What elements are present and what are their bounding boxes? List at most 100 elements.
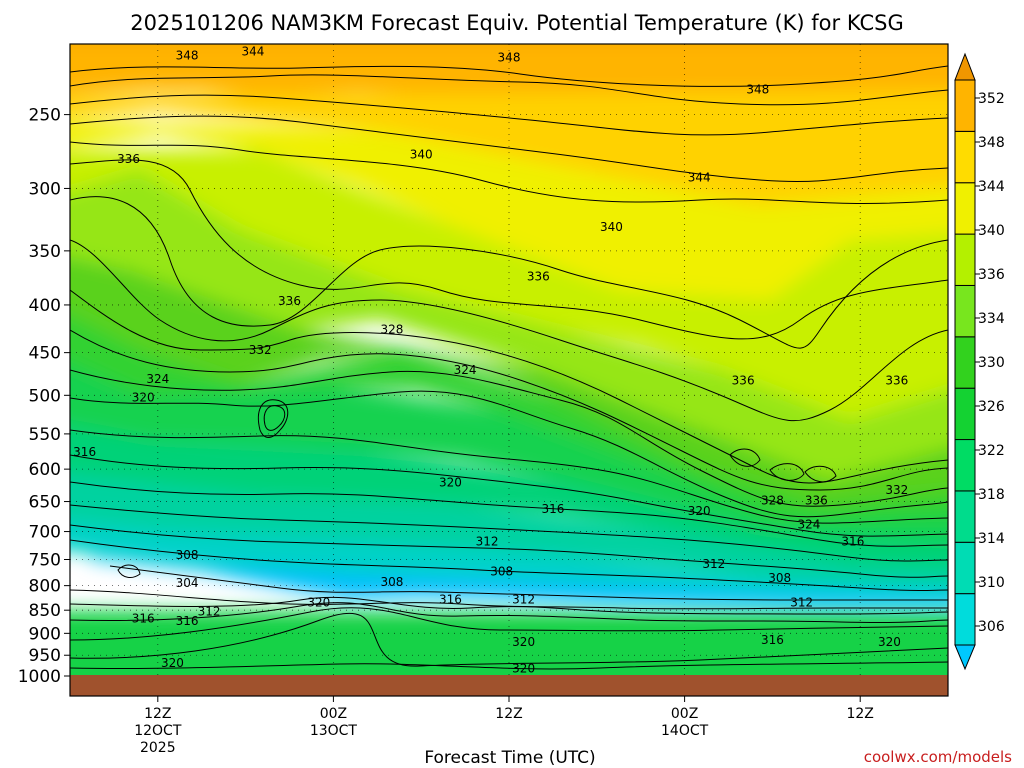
contour-label: 316 (439, 593, 462, 607)
x-tick-label: 12Z (144, 706, 171, 722)
colorbar-label: 330 (978, 355, 1005, 371)
band-334 (70, 170, 948, 480)
colorbar-label: 334 (978, 311, 1005, 327)
contour-line (70, 369, 948, 507)
contour-label: 328 (380, 322, 403, 336)
contour-line (263, 405, 286, 431)
colorbar-label: 344 (978, 179, 1005, 195)
contour-label: 336 (117, 152, 140, 166)
contour-label: 312 (702, 557, 725, 571)
contour-line (804, 465, 837, 483)
y-tick-label: 650 (29, 493, 61, 513)
contour-line (70, 141, 948, 205)
colorbar-label: 310 (978, 575, 1005, 591)
contour-line (117, 564, 141, 578)
contour-line (70, 115, 948, 182)
contour-line (769, 463, 805, 481)
y-tick-label: 700 (29, 523, 61, 543)
colorbar-swatch (954, 593, 976, 646)
contour-label: 344 (688, 170, 711, 184)
contour-line (70, 329, 948, 491)
contour-label: 324 (798, 518, 821, 532)
contour-label: 336 (527, 270, 550, 284)
colorbar-swatch (954, 284, 976, 338)
x-tick-label: 12Z (495, 706, 522, 722)
y-tick-label: 350 (29, 242, 61, 262)
contour-label: 320 (307, 595, 330, 609)
y-tick-label: 950 (29, 646, 61, 666)
contour-label: 348 (498, 50, 521, 64)
contour-label: 348 (746, 83, 769, 97)
contour-label: 324 (146, 372, 169, 386)
plot-area: 348 344 348 348 336 340 344 340 336 336 328 332 324 3… (70, 44, 948, 696)
contour-label: 312 (476, 534, 499, 548)
contour-label: 336 (732, 373, 755, 387)
colorbar-label: 314 (978, 531, 1005, 547)
y-tick-label: 500 (29, 386, 61, 406)
colorbar-label: 306 (978, 619, 1005, 635)
contour-label: 308 (176, 548, 199, 562)
contour-label: 332 (885, 483, 908, 497)
contour-label: 320 (132, 391, 155, 405)
contour-label: 336 (805, 493, 828, 507)
contour-label: 316 (761, 633, 784, 647)
contour-line (70, 196, 948, 349)
contour-line (70, 94, 948, 136)
contour-line (257, 399, 289, 438)
contour-line (70, 607, 948, 641)
colorbar-arrow-low (954, 644, 976, 671)
colorbar-label: 318 (978, 487, 1005, 503)
chart-title: 2025101206 NAM3KM Forecast Equiv. Potent… (130, 11, 903, 35)
contour-label: 312 (512, 593, 535, 607)
colorbar: 306 310 314 318 322 326 330 334 336 340 344 348 352 (954, 52, 1005, 671)
colorbar-label: 336 (978, 267, 1005, 283)
y-tick-label: 450 (29, 344, 61, 364)
contour-label: 320 (688, 504, 711, 518)
contour-label: 340 (410, 148, 433, 162)
colorbar-swatch (954, 387, 976, 441)
y-tick-label: 250 (29, 106, 61, 126)
y-tick-label: 750 (29, 551, 61, 571)
contour-label: 320 (161, 656, 184, 670)
contour-line (109, 565, 948, 601)
colorbar-label: 322 (978, 443, 1005, 459)
y-tick-label: 600 (29, 460, 61, 480)
credit-link[interactable]: coolwx.com/models (864, 748, 1012, 766)
colorbar-swatch (954, 130, 976, 184)
y-tick-label: 400 (29, 296, 61, 316)
contour-label: 304 (176, 576, 199, 590)
contour-line (70, 481, 948, 547)
x-axis-label: Forecast Time (UTC) (424, 748, 595, 768)
contour-label: 308 (768, 571, 791, 585)
contour-line (70, 390, 948, 518)
colorbar-swatch (954, 439, 976, 492)
contour-label: 320 (512, 662, 535, 676)
band-318 (70, 425, 948, 569)
colorbar-swatch (954, 79, 976, 132)
colorbar-arrow-high (954, 52, 976, 81)
contour-label: 312 (790, 595, 813, 609)
y-tick-label: 800 (29, 577, 61, 597)
colorbar-label: 326 (978, 399, 1005, 415)
contour-line (70, 65, 948, 87)
band-306 (90, 556, 948, 606)
band-340 (70, 120, 948, 310)
contour-label: 340 (600, 220, 623, 234)
contour-line (70, 539, 948, 591)
contour-line (70, 612, 948, 667)
contour-line (70, 454, 948, 537)
contour-label: 308 (490, 565, 513, 579)
contour-line (70, 159, 948, 340)
contour-line (70, 289, 948, 484)
colorbar-swatch (954, 182, 976, 235)
y-tick-label: 300 (29, 179, 61, 199)
contour-label: 316 (73, 445, 96, 459)
contour-label: 348 (176, 48, 199, 62)
y-tick-label: 850 (29, 601, 61, 621)
y-tick-label: 900 (29, 624, 61, 644)
band-344-zone (70, 90, 948, 205)
contour-label: 312 (198, 605, 221, 619)
contour-label: 328 (761, 493, 784, 507)
